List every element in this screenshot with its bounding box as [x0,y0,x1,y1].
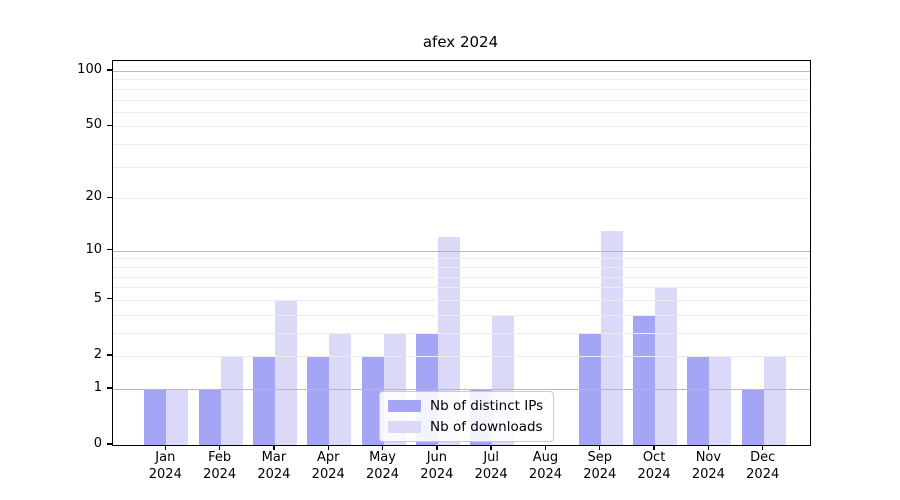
y-tick-mark [107,443,112,445]
x-tick-label-nov: Nov 2024 [691,450,725,482]
gridline-20 [113,198,810,200]
x-tick-mark [218,445,221,451]
gridline-50 [113,126,810,128]
bar-nb-of-distinct-ips-nov [687,356,710,445]
bar-nb-of-downloads-jan [166,388,189,445]
x-tick-mark [599,445,601,451]
x-tick-mark [327,445,329,451]
x-tick-mark [544,445,547,451]
y-tick-mark [107,248,112,251]
x-tick-label-jan: Jan 2024 [148,450,182,482]
x-tick-label-jun: Jun 2024 [420,450,454,482]
y-tick-label-1: 1 [93,379,102,395]
x-tick-label-may: May 2024 [365,450,400,482]
legend-row-downloads: Nb of downloads [388,419,543,435]
gridline-9 [113,258,810,260]
bar-nb-of-downloads-oct [655,287,678,445]
bar-nb-of-distinct-ips-feb [198,388,221,445]
y-tick-mark [107,354,112,356]
x-tick-mark [653,445,655,451]
gridline-8 [113,266,810,268]
gridline-80 [113,88,810,90]
y-tick-label-50: 50 [85,117,102,133]
legend-label-downloads: Nb of downloads [430,419,543,435]
x-tick-label-sep: Sep 2024 [583,450,617,482]
y-tick-mark [107,387,112,389]
bar-nb-of-distinct-ips-dec [741,388,764,445]
bar-nb-of-downloads-feb [220,356,243,445]
legend-label-distinct-ips: Nb of distinct IPs [430,398,544,414]
x-tick-label-oct: Oct 2024 [637,450,671,482]
x-tick-label-dec: Dec 2024 [746,450,780,482]
bar-nb-of-distinct-ips-oct [633,314,656,445]
bar-nb-of-distinct-ips-mar [252,356,275,445]
bar-nb-of-downloads-nov [709,356,732,445]
plot-area: Nb of distinct IPs Nb of downloads [112,60,811,446]
gridline-4 [113,314,810,316]
y-tick-label-10: 10 [85,241,102,257]
bar-nb-of-distinct-ips-jan [144,388,167,445]
x-tick-mark [381,445,384,451]
legend-row-distinct-ips: Nb of distinct IPs [388,398,543,414]
legend-swatch-downloads [388,421,421,433]
x-tick-label-jul: Jul 2024 [474,450,508,482]
x-tick-label-apr: Apr 2024 [311,450,345,482]
legend: Nb of distinct IPs Nb of downloads [379,391,555,442]
y-tick-mark [107,196,112,198]
x-tick-mark [707,445,710,451]
y-tick-label-0: 0 [93,436,102,451]
x-tick-label-aug: Aug 2024 [528,450,563,482]
gridline-3 [113,332,810,334]
y-tick-label-2: 2 [93,346,102,362]
bar-nb-of-downloads-apr [329,332,352,445]
gridline-5 [113,299,810,301]
bar-nb-of-distinct-ips-may [361,356,384,445]
gridline-6 [113,287,810,289]
x-tick-label-mar: Mar 2024 [257,450,291,482]
gridline-100 [113,71,810,72]
bar-nb-of-distinct-ips-apr [307,356,330,445]
bar-nb-of-downloads-mar [274,299,297,445]
y-tick-label-20: 20 [85,189,102,205]
x-tick-mark [436,445,438,451]
gridline-10 [113,250,810,252]
bar-nb-of-distinct-ips-sep [578,332,601,445]
legend-swatch-distinct-ips [388,400,421,412]
gridline-90 [113,79,810,81]
y-tick-mark [107,298,112,300]
gridline-70 [113,99,810,101]
gridline-60 [113,111,810,113]
gridline-30 [113,166,810,168]
x-tick-label-feb: Feb 2024 [203,450,237,482]
gridline-7 [113,276,810,278]
bar-nb-of-downloads-sep [600,231,623,445]
y-tick-label-100: 100 [77,61,102,77]
y-tick-mark [107,124,112,127]
x-tick-mark [762,445,764,451]
x-tick-mark [273,445,275,451]
x-tick-mark [490,445,492,451]
bar-nb-of-downloads-dec [763,356,786,445]
gridline-40 [113,144,810,146]
x-tick-mark [164,445,166,451]
y-tick-mark [107,69,112,71]
chart-title: afex 2024 [422,33,499,51]
y-tick-label-5: 5 [93,290,102,306]
